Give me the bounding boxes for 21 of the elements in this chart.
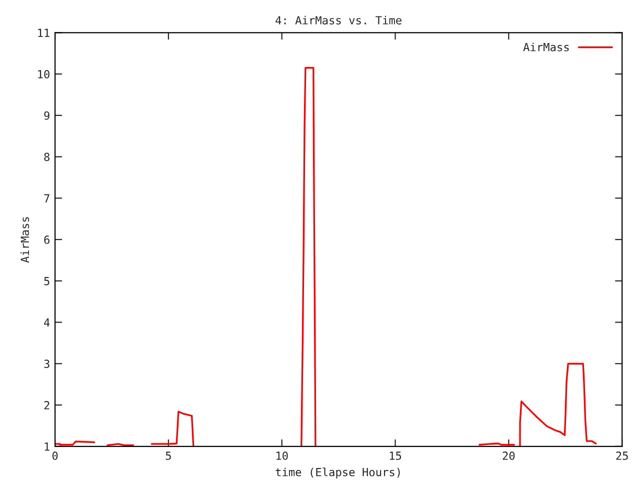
x-tick-label: 15 <box>390 452 402 460</box>
y-axis-title: AirMass <box>20 217 30 263</box>
y-tick-label: 8 <box>44 152 50 162</box>
chart-title: 4: AirMass vs. Time <box>276 16 402 24</box>
x-tick-label: 5 <box>166 452 171 460</box>
y-tick-label: 9 <box>44 111 50 120</box>
y-tick-label: 6 <box>44 236 50 244</box>
x-tick-label: 25 <box>616 452 628 460</box>
y-tick-label: 10 <box>38 70 50 78</box>
y-tick-label: 11 <box>38 28 50 37</box>
y-tick-label: 4 <box>44 318 50 327</box>
y-tick-label: 2 <box>44 401 50 410</box>
y-tick-label: 1 <box>44 442 50 451</box>
y-tick-label: 3 <box>44 360 50 368</box>
y-tick-label: 7 <box>44 194 50 202</box>
x-tick-label: 0 <box>52 452 58 460</box>
x-axis-title: time (Elapse Hours) <box>276 468 400 478</box>
y-tick-label: 5 <box>44 277 50 286</box>
x-tick-label: 10 <box>276 452 288 460</box>
x-tick-label: 20 <box>502 452 515 460</box>
legend-label: AirMass <box>523 42 569 52</box>
